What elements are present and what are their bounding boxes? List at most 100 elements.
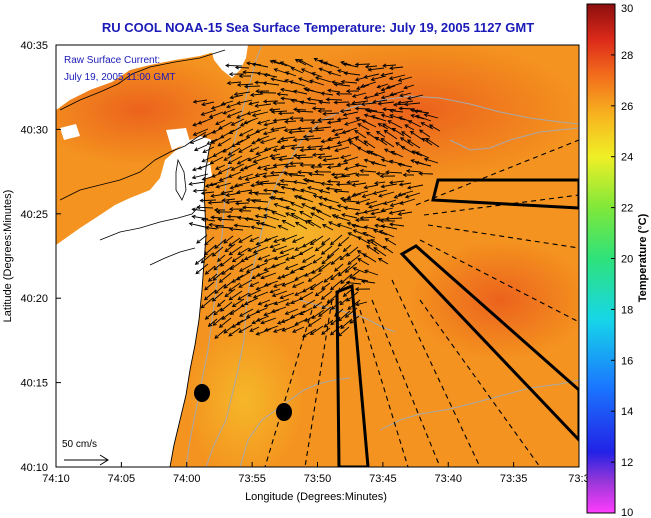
current-vector [312,256,323,264]
current-vector-head [328,221,333,226]
current-vector-head [314,169,319,174]
current-vector [237,99,253,105]
y-axis: 40:35 40:30 40:25 40:20 40:15 40:10 [20,40,61,474]
current-vector [368,202,385,208]
current-vector [264,235,279,242]
current-vector-head [351,182,356,187]
scale-arrow [64,454,109,466]
current-vector [324,61,340,69]
current-vector [285,165,297,167]
current-vector-head [341,129,346,134]
current-vector-head [220,101,226,106]
current-vector [271,211,287,218]
current-vector-head [196,205,201,210]
current-vector-head [215,166,220,170]
current-vector [244,252,259,260]
current-vector-head [337,272,343,277]
current-vector [244,162,259,169]
y-axis-label: Latitude (Degrees:Minutes) [2,190,14,323]
current-vector-head [292,328,297,333]
current-vector [381,225,398,230]
current-vector [301,203,316,211]
current-vector-head [400,146,406,150]
current-vector [212,127,223,134]
current-vector [386,171,403,174]
current-vector [341,81,358,84]
current-vector-head [297,195,302,200]
current-vector [280,292,295,299]
current-vector-head [372,99,377,104]
current-vector [248,244,262,252]
current-vector-head [340,79,345,85]
current-vector [277,139,289,143]
current-vector-head [299,118,304,123]
current-vector-head [255,331,260,336]
current-vector [365,109,378,112]
current-vector-head [263,258,269,263]
current-vector-head [252,159,257,164]
current-vector [202,146,215,153]
current-vector [252,63,269,68]
current-vector-head [321,260,326,265]
current-vector [364,184,379,189]
current-vector-head [289,161,294,166]
current-vector [270,288,281,293]
current-vector [323,319,334,328]
current-vector [322,224,334,231]
current-vector-head [382,123,387,128]
current-vector [299,262,313,270]
current-vector-head [414,160,420,166]
current-vector [339,297,349,306]
current-vector-head [355,86,361,91]
current-vector-head [341,213,346,218]
current-vector-head [300,188,305,193]
current-vector-head [273,256,279,261]
x-tick-label: 74:10 [42,473,70,485]
current-vector-head [327,88,332,93]
current-vector [408,120,422,128]
current-vector-head [220,190,225,195]
current-vector [381,207,394,212]
current-vector [208,201,224,204]
current-vector [337,223,353,230]
current-vector [386,82,403,89]
current-vector [231,163,245,171]
current-vector-head [280,144,285,149]
current-vector-head [255,221,260,226]
current-vector-head [340,279,345,284]
current-vector-head [215,184,220,189]
current-vector-head [352,229,357,234]
current-vector [264,121,278,126]
current-vector [349,270,360,279]
x-tick-label: 73:3 [568,473,589,485]
current-vector [370,239,385,249]
current-vector-head [428,124,434,129]
current-vector [213,307,223,316]
current-vector [224,288,236,297]
current-vector [271,261,287,268]
current-vector-head [321,224,327,228]
current-vector-head [298,59,303,63]
current-vector-head [380,95,386,100]
current-vector-head [192,122,197,127]
x-tick-label: 74:05 [108,473,136,485]
current-vector [364,73,380,78]
current-vector-head [367,67,372,72]
colorbar-tick-label: 16 [621,355,633,367]
current-vector-head [290,145,295,151]
current-vector [338,326,350,337]
current-vector-head [290,300,295,304]
current-vector-head [281,282,286,287]
current-vector [381,183,398,188]
current-vector-head [242,205,247,210]
instrument-marker [276,403,292,421]
current-vector [252,111,269,117]
current-vector [255,215,268,219]
current-vector-head [423,157,429,162]
current-vector [335,215,351,222]
current-vector [292,281,305,288]
current-vector [245,218,261,222]
current-vector [310,325,324,335]
current-vector-head [272,59,277,64]
current-vector-head [230,166,235,171]
